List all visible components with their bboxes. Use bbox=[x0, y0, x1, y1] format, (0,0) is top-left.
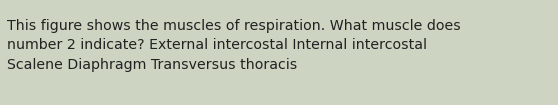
Text: This figure shows the muscles of respiration. What muscle does
number 2 indicate: This figure shows the muscles of respira… bbox=[7, 19, 461, 72]
